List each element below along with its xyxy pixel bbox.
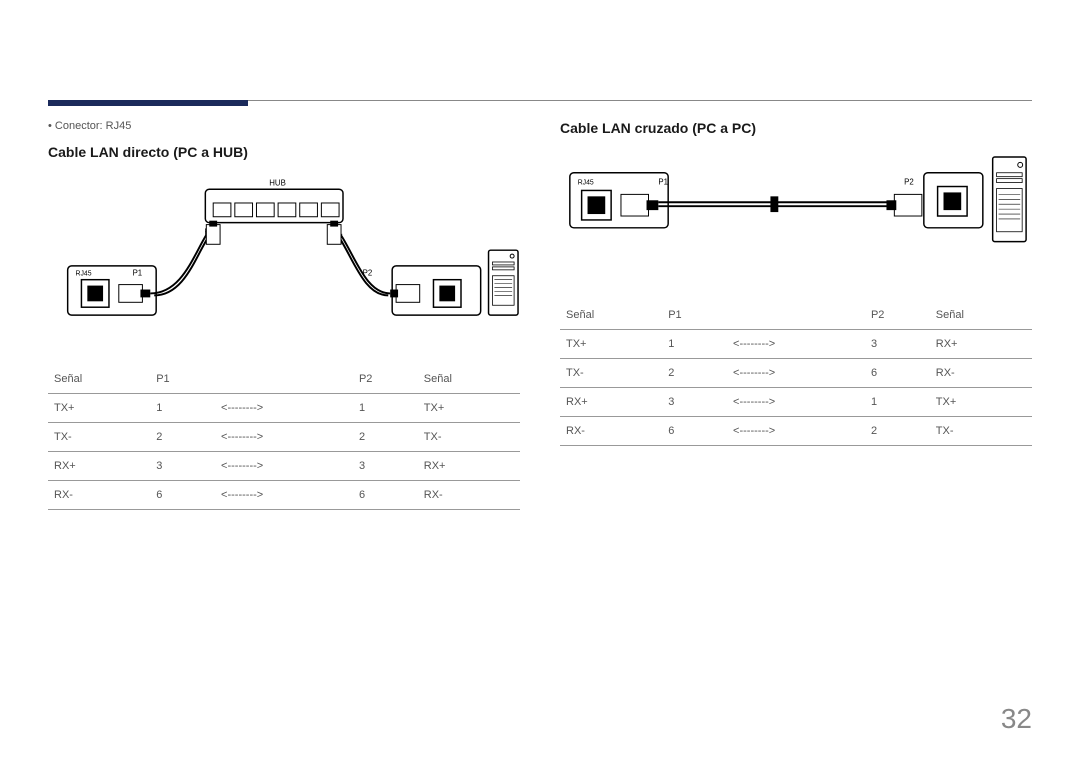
- table-cell: 6: [150, 481, 215, 510]
- table-cell: <-------->: [215, 452, 353, 481]
- table-row: TX+1<-------->3RX+: [560, 330, 1032, 359]
- th-senal2: Señal: [418, 365, 520, 394]
- rj45-label: RJ45: [578, 180, 594, 187]
- table-cell: 6: [865, 359, 930, 388]
- p1-label: P1: [658, 178, 668, 187]
- p2-label: P2: [904, 178, 914, 187]
- table-cell: TX-: [48, 423, 150, 452]
- table-cell: RX+: [930, 330, 1032, 359]
- table-header-row: Señal P1 P2 Señal: [48, 365, 520, 394]
- table-row: RX+3<-------->3RX+: [48, 452, 520, 481]
- hub-label: HUB: [269, 178, 286, 187]
- table-cell: TX+: [418, 394, 520, 423]
- hub-ports: [213, 203, 339, 217]
- table-cell: 2: [865, 417, 930, 446]
- diagram-pc-to-hub: HUB P2 P1 RJ45: [48, 176, 520, 346]
- table-row: RX-6<-------->6RX-: [48, 481, 520, 510]
- table-cell: 1: [865, 388, 930, 417]
- pc-tower-icon: [489, 250, 519, 315]
- right-table-body: TX+1<-------->3RX+TX-2<-------->6RX-RX+3…: [560, 330, 1032, 446]
- table-cell: <-------->: [215, 423, 353, 452]
- left-column: Conector: RJ45 Cable LAN directo (PC a H…: [48, 120, 520, 510]
- left-section-title: Cable LAN directo (PC a HUB): [48, 144, 520, 160]
- table-cell: 6: [353, 481, 418, 510]
- th-arrow: [727, 301, 865, 330]
- table-cell: RX-: [930, 359, 1032, 388]
- table-cell: <-------->: [727, 388, 865, 417]
- th-p2: P2: [353, 365, 418, 394]
- left-signal-table: Señal P1 P2 Señal TX+1<-------->1TX+TX-2…: [48, 365, 520, 510]
- p1-label-left: P1: [133, 269, 143, 278]
- table-cell: <-------->: [215, 481, 353, 510]
- cable-right: [333, 225, 390, 294]
- left-diagram: HUB P2 P1 RJ45: [48, 176, 520, 351]
- table-cell: 3: [150, 452, 215, 481]
- table-cell: 3: [353, 452, 418, 481]
- table-cell: TX-: [930, 417, 1032, 446]
- th-senal2: Señal: [930, 301, 1032, 330]
- table-cell: RX-: [560, 417, 662, 446]
- table-row: RX-6<-------->2TX-: [560, 417, 1032, 446]
- rj45-label-left: RJ45: [76, 271, 92, 278]
- table-cell: 2: [353, 423, 418, 452]
- right-diagram: RJ45 P1 P2: [560, 152, 1032, 287]
- table-cell: 2: [150, 423, 215, 452]
- p2-label-right: P2: [363, 269, 373, 278]
- th-p1: P1: [150, 365, 215, 394]
- th-p2: P2: [865, 301, 930, 330]
- table-cell: 1: [150, 394, 215, 423]
- table-cell: RX+: [560, 388, 662, 417]
- table-cell: <-------->: [727, 359, 865, 388]
- table-cell: <-------->: [727, 330, 865, 359]
- table-cell: 1: [662, 330, 727, 359]
- th-senal: Señal: [48, 365, 150, 394]
- table-cell: TX+: [48, 394, 150, 423]
- table-cell: RX+: [48, 452, 150, 481]
- left-table-body: TX+1<-------->1TX+TX-2<-------->2TX-RX+3…: [48, 394, 520, 510]
- table-cell: RX+: [418, 452, 520, 481]
- table-cell: TX+: [560, 330, 662, 359]
- table-row: TX+1<-------->1TX+: [48, 394, 520, 423]
- table-row: TX-2<-------->6RX-: [560, 359, 1032, 388]
- table-row: RX+3<-------->1TX+: [560, 388, 1032, 417]
- table-cell: TX-: [418, 423, 520, 452]
- content-columns: Conector: RJ45 Cable LAN directo (PC a H…: [48, 120, 1032, 510]
- table-cell: 3: [865, 330, 930, 359]
- table-cell: 1: [353, 394, 418, 423]
- table-cell: 6: [662, 417, 727, 446]
- table-row: TX-2<-------->2TX-: [48, 423, 520, 452]
- pc-tower-icon: [993, 157, 1026, 242]
- connector-bullet: Conector: RJ45: [48, 120, 520, 132]
- diagram-pc-to-pc: RJ45 P1 P2: [560, 152, 1032, 282]
- right-column: Cable LAN cruzado (PC a PC) RJ45 P1: [560, 120, 1032, 510]
- table-cell: 3: [662, 388, 727, 417]
- th-p1: P1: [662, 301, 727, 330]
- right-signal-table: Señal P1 P2 Señal TX+1<-------->3RX+TX-2…: [560, 301, 1032, 446]
- table-cell: RX-: [418, 481, 520, 510]
- th-senal: Señal: [560, 301, 662, 330]
- table-cell: TX+: [930, 388, 1032, 417]
- page-number: 32: [1001, 703, 1032, 735]
- table-cell: <-------->: [727, 417, 865, 446]
- table-cell: TX-: [560, 359, 662, 388]
- table-cell: 2: [662, 359, 727, 388]
- right-section-title: Cable LAN cruzado (PC a PC): [560, 120, 1032, 136]
- table-header-row: Señal P1 P2 Señal: [560, 301, 1032, 330]
- th-arrow: [215, 365, 353, 394]
- table-cell: <-------->: [215, 394, 353, 423]
- table-cell: RX-: [48, 481, 150, 510]
- accent-bar: [48, 100, 248, 106]
